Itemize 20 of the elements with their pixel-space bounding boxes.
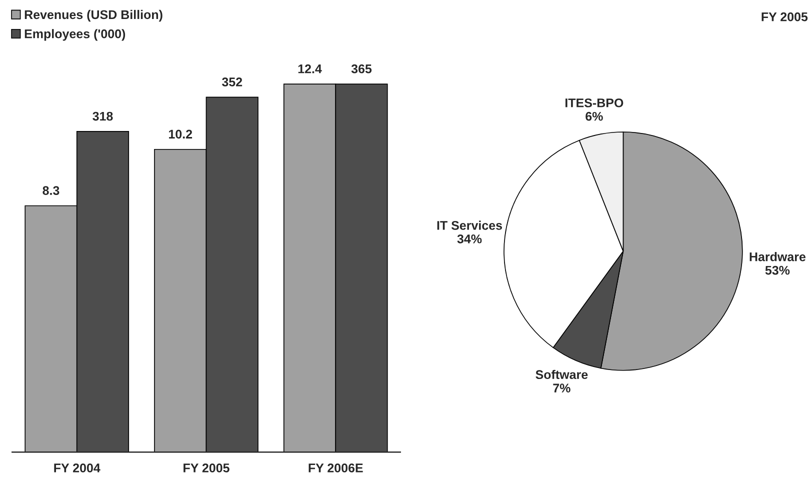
- legend-label: Employees ('000): [24, 29, 126, 41]
- x-tick-label: FY 2005: [184, 464, 230, 472]
- data-label: 8.3: [42, 186, 60, 195]
- chart-title: FY 2005: [762, 12, 808, 22]
- slice-label: Software: [536, 370, 588, 380]
- x-tick-label: FY 2006E: [308, 464, 363, 472]
- data-label: 34%: [457, 234, 482, 244]
- data-label: 6%: [586, 112, 603, 121]
- slice-label: IT Services: [437, 220, 502, 230]
- data-label: 352: [222, 78, 242, 86]
- slice-label: Hardware: [750, 252, 806, 262]
- slice-label: ITES-BPO: [565, 98, 624, 108]
- x-tick-label: FY 2004: [54, 464, 100, 472]
- data-label: 12.4: [298, 64, 322, 74]
- data-label: 53%: [765, 266, 790, 275]
- legend-label: Revenues (USD Billion): [24, 10, 162, 22]
- data-label: 10.2: [168, 130, 192, 139]
- data-label: 7%: [553, 384, 570, 392]
- data-label: 365: [351, 64, 372, 74]
- data-label: 318: [92, 112, 113, 121]
